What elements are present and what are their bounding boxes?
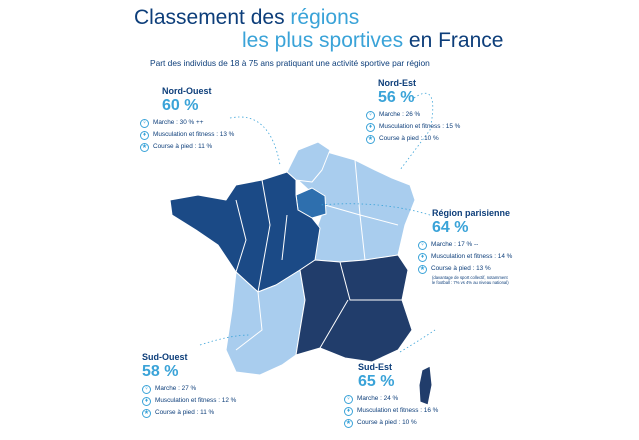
running-icon: ★ [366, 134, 375, 144]
region-percentage: 64 % [432, 219, 469, 236]
region-nord-ouest: Nord-Ouest 60 % ♀ Marche : 30 % ++ ♦ Muscu… [140, 86, 234, 153]
region-nord-est: Nord-Est 56 % ♀ Marche : 26 % ♦ Musculatio… [366, 78, 460, 145]
stat-marche: Marche : 26 % [379, 111, 421, 118]
title-text-2: en France [403, 29, 504, 52]
stat-note: (davantage de sport collectif, notamment [432, 275, 508, 280]
stat-marche: Marche : 24 % [357, 395, 399, 402]
walking-icon: ♀ [366, 110, 375, 120]
walking-icon: ♀ [140, 118, 149, 128]
running-icon: ★ [344, 418, 353, 428]
stat-course: Course à pied : 11 % [153, 143, 213, 150]
walking-icon: ♀ [344, 394, 353, 404]
title-highlight-1: régions [290, 6, 360, 29]
stat-course: Course à pied : 10 % [379, 135, 439, 142]
region-sud-est: Sud-Est 65 % ♀ Marche : 24 % ♦ Musculation… [344, 362, 438, 429]
stat-musculation: Musculation et fitness : 12 % [155, 397, 237, 404]
stat-musculation: Musculation et fitness : 13 % [153, 131, 235, 138]
region-parisienne: Région parisienne 64 % ♀ Marche : 17 % --… [418, 208, 512, 285]
title-text-1: Classement des [134, 6, 291, 29]
region-name: Nord-Ouest [162, 86, 212, 96]
connector-nord-ouest [229, 116, 281, 166]
stat-musculation: Musculation et fitness : 15 % [379, 123, 461, 130]
stat-marche: Marche : 27 % [155, 385, 197, 392]
stat-note: le football : 7% vs 4% au niveau nationa… [432, 280, 509, 285]
region-name: Sud-Ouest [142, 352, 188, 362]
weightlifting-icon: ♦ [418, 252, 427, 262]
walking-icon: ♀ [142, 384, 151, 394]
weightlifting-icon: ♦ [366, 122, 375, 132]
region-percentage: 65 % [358, 373, 395, 390]
region-percentage: 56 % [378, 89, 415, 106]
region-percentage: 60 % [162, 97, 199, 114]
region-name: Région parisienne [432, 208, 511, 218]
region-sud-ouest: Sud-Ouest 58 % ♀ Marche : 27 % ♦ Musculati… [142, 352, 236, 419]
page-subtitle: Part des individus de 18 à 75 ans pratiq… [150, 58, 430, 68]
connector-nord-est [399, 92, 434, 171]
region-name: Nord-Est [378, 78, 416, 88]
map-zone-corse [418, 365, 433, 406]
walking-icon: ♀ [418, 240, 427, 250]
stat-marche: Marche : 30 % ++ [153, 119, 204, 126]
running-icon: ★ [418, 264, 427, 274]
region-name: Sud-Est [358, 362, 393, 372]
running-icon: ★ [140, 142, 149, 152]
weightlifting-icon: ♦ [142, 396, 151, 406]
stat-course: Course à pied : 11 % [155, 409, 215, 416]
stat-musculation: Musculation et fitness : 16 % [357, 407, 439, 414]
map-zone-sud-est [295, 254, 413, 363]
title-highlight-2: les plus sportives [242, 29, 404, 52]
stat-marche: Marche : 17 % -- [431, 241, 479, 248]
running-icon: ★ [142, 408, 151, 418]
stat-course: Course à pied : 13 % [431, 265, 491, 272]
region-percentage: 58 % [142, 363, 179, 380]
weightlifting-icon: ♦ [344, 406, 353, 416]
connector-sud-ouest [199, 334, 251, 346]
map-zone-nord-ouest [169, 171, 321, 293]
map-zone-nord [286, 141, 331, 183]
page-title: Classement des régions les plus sportive… [134, 6, 503, 52]
weightlifting-icon: ♦ [140, 130, 149, 140]
stat-musculation: Musculation et fitness : 14 % [431, 253, 513, 260]
stat-course: Course à pied : 10 % [357, 419, 417, 426]
